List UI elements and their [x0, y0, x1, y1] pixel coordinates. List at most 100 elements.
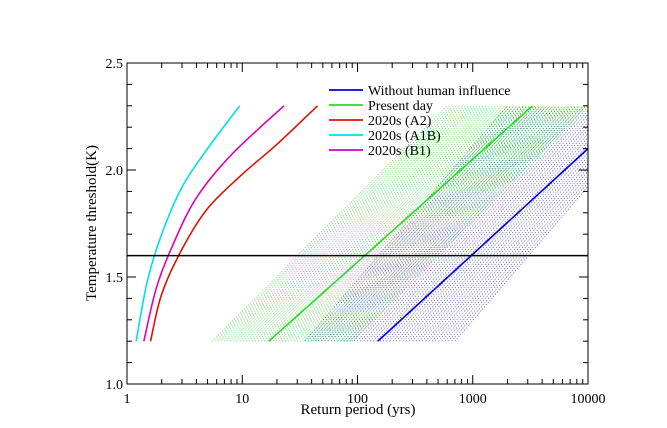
band-line: [304, 105, 508, 342]
band-line: [303, 105, 539, 342]
band-line: [340, 105, 544, 342]
band-line: [275, 105, 512, 342]
series-line-3: [135, 105, 241, 342]
band-line: [236, 105, 472, 342]
band-line: [218, 105, 454, 342]
band-line: [324, 105, 560, 342]
band-line: [353, 105, 557, 342]
band-line: [333, 105, 570, 342]
band-line: [379, 105, 583, 342]
band-line: [339, 105, 576, 342]
band-line: [288, 105, 524, 342]
y-axis-title: Temperature threshold(K): [84, 145, 100, 301]
band-line: [224, 105, 460, 342]
band-line: [297, 105, 533, 342]
band-line: [233, 105, 469, 342]
band-line: [227, 105, 463, 342]
band-line: [315, 105, 551, 342]
band-line: [251, 105, 487, 342]
x-tick-label: 1: [124, 392, 131, 407]
band-line: [350, 105, 554, 342]
band-line: [369, 105, 573, 342]
x-axis-ticks: 1 10 100 1000 10000: [124, 63, 606, 407]
band-line: [348, 105, 585, 342]
band-line: [245, 105, 481, 342]
band-line: [337, 105, 541, 342]
band-line: [431, 159, 589, 342]
band-line: [320, 105, 525, 342]
y-tick-label: 2.0: [106, 164, 124, 179]
band-line: [285, 105, 521, 342]
band-line: [317, 105, 521, 342]
band-line: [435, 163, 589, 342]
legend-label: 2020s (A1B): [368, 129, 441, 144]
band-line: [376, 105, 580, 342]
band-line: [242, 105, 478, 342]
band-line: [260, 105, 497, 342]
band-line: [415, 140, 589, 342]
band-line: [360, 105, 564, 342]
y-tick-label: 1.0: [106, 378, 124, 393]
band-line: [444, 174, 589, 342]
band-line: [336, 105, 573, 342]
legend-label: Present day: [368, 99, 433, 114]
band-line: [451, 182, 589, 342]
x-axis-title: Return period (yrs): [301, 402, 416, 418]
band-line: [366, 105, 570, 342]
band-line: [324, 105, 528, 342]
band-line: [278, 105, 515, 342]
band-line: [422, 148, 589, 342]
band-line: [412, 136, 589, 342]
band-line: [266, 105, 503, 342]
band-line: [239, 105, 475, 342]
legend-label: 2020s (B1): [368, 144, 431, 159]
band-line: [363, 105, 567, 342]
series-curves: [135, 105, 589, 342]
band-line: [248, 105, 484, 342]
series-line-0: [377, 148, 589, 342]
band-line: [356, 105, 560, 342]
band-line: [438, 167, 589, 342]
band-line: [345, 105, 582, 342]
x-tick-label: 10000: [571, 392, 606, 407]
band-line: [382, 105, 586, 342]
series-line-1: [268, 105, 534, 342]
band-line: [307, 105, 511, 342]
x-tick-label: 100: [347, 392, 368, 407]
band-line: [342, 105, 579, 342]
y-tick-label: 2.5: [106, 57, 124, 72]
band-0: [304, 105, 589, 342]
band-line: [300, 105, 536, 342]
band-line: [257, 105, 494, 342]
band-line: [347, 105, 551, 342]
x-tick-label: 10: [235, 392, 249, 407]
band-line: [312, 105, 548, 342]
x-tick-label: 1000: [459, 392, 487, 407]
legend-label: Without human influence: [368, 84, 511, 99]
band-line: [448, 178, 589, 342]
band-line: [291, 105, 527, 342]
y-axis-ticks: 1.0 1.5 2.0 2.5: [106, 57, 588, 393]
band-line: [334, 105, 538, 342]
band-line: [318, 105, 554, 342]
band-line: [330, 105, 567, 342]
band-line: [314, 105, 518, 342]
band-line: [418, 144, 589, 342]
band-line: [212, 105, 448, 342]
band-line: [351, 105, 588, 342]
band-line: [343, 105, 547, 342]
band-line: [306, 105, 542, 342]
band-line: [254, 105, 491, 342]
legend-label: 2020s (A2): [368, 114, 432, 129]
band-line: [327, 105, 563, 342]
band-line: [399, 121, 589, 342]
band-line: [321, 105, 557, 342]
uncertainty-bands: [212, 105, 589, 342]
band-line: [272, 105, 509, 342]
band-line: [405, 129, 589, 342]
band-line: [269, 105, 506, 342]
band-line: [389, 110, 589, 342]
series-line-2: [149, 105, 319, 342]
